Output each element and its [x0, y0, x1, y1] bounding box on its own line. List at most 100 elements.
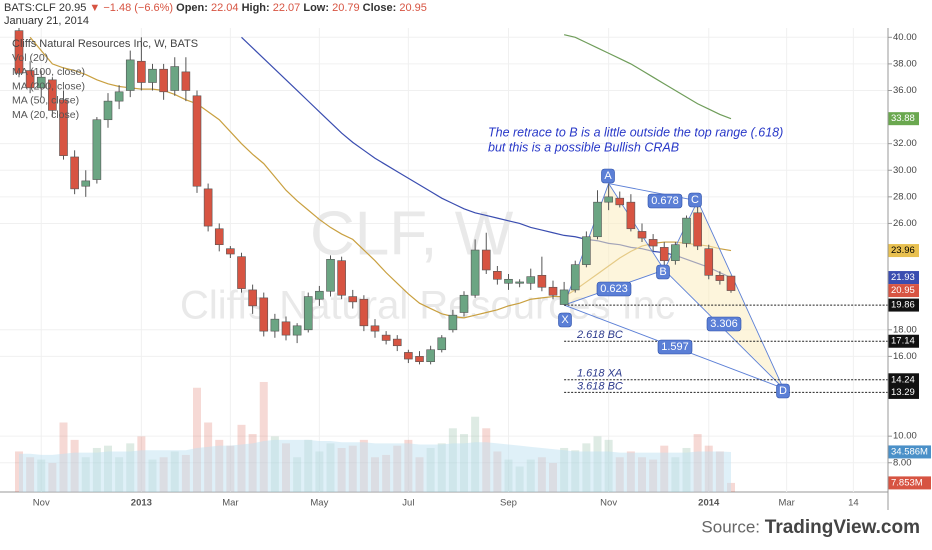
candle-body [248, 289, 257, 307]
candle-body [715, 274, 725, 281]
low-label: Low: [303, 2, 329, 14]
price-label-box [888, 476, 931, 490]
candle-body [81, 180, 91, 187]
header-date: January 21, 2014 [4, 15, 89, 27]
candle-body [326, 259, 335, 292]
y-tick-label: 10.00 [893, 431, 917, 442]
candle-body [303, 296, 313, 331]
pattern-ratio-box [657, 339, 693, 355]
pattern-ratio: 3.306 [706, 316, 742, 332]
candle-body [114, 91, 124, 102]
candle-body [493, 271, 502, 280]
candle-body [437, 337, 447, 351]
x-tick-label: Jul [402, 498, 414, 509]
level-label: 3.618 BC [577, 380, 623, 392]
candle-body [181, 71, 191, 91]
price-label-text: 7.853M [891, 477, 923, 488]
price-label-box [888, 244, 919, 258]
candle-body [381, 334, 391, 341]
change: ▼ −1.48 (−6.6%) [89, 2, 173, 14]
y-tick-label: 40.00 [893, 32, 917, 43]
price-label: 20.95 [888, 284, 919, 298]
candle-body [392, 338, 402, 347]
candle-body [615, 197, 625, 206]
candle-body [270, 318, 280, 332]
candle-body [359, 298, 369, 327]
candle-body [637, 231, 647, 239]
legend-entry: MA (50, close) [12, 95, 79, 107]
pattern-point-text: B [659, 266, 666, 278]
pattern-ratio-box [596, 281, 632, 297]
candle-body [582, 236, 591, 265]
pattern-point-box [776, 383, 790, 399]
candle-body [682, 217, 691, 244]
low-value: 20.79 [332, 2, 360, 14]
candle-body [671, 244, 680, 261]
candle-body [203, 188, 213, 227]
legend-entry: MA (200, close) [12, 80, 85, 92]
candle-body [59, 99, 68, 156]
price-label-box [888, 373, 919, 387]
candle-body [214, 228, 224, 246]
candle-body [659, 247, 669, 261]
last-price: 20.95 [59, 2, 87, 14]
pattern-point: X [558, 312, 572, 328]
price-label: 17.14 [888, 334, 919, 348]
price-label: 23.96 [888, 244, 919, 258]
candle-body [404, 352, 413, 360]
price-label-box [888, 112, 919, 126]
price-label: 21.93 [888, 271, 919, 285]
chart-title: Cliffs Natural Resources Inc, W, BATS [12, 38, 198, 50]
candle-body [226, 248, 235, 255]
candle-body [259, 297, 269, 332]
y-tick-label: 36.00 [893, 85, 917, 96]
candle-body [315, 290, 324, 300]
price-label-text: 19.86 [891, 300, 915, 311]
price-label-box [888, 334, 919, 348]
candle-body [548, 286, 558, 296]
candle-body [726, 275, 736, 291]
price-label-box [888, 284, 919, 298]
pattern-ratio-text: 1.597 [661, 341, 689, 353]
level-label: 1.618 XA [577, 368, 622, 380]
volume-bar [193, 387, 201, 492]
x-tick-label: May [310, 498, 328, 509]
pattern-ratio-box [647, 193, 683, 209]
candle-body [537, 274, 547, 288]
price-label-text: 17.14 [891, 336, 915, 347]
candle-body [137, 60, 146, 83]
close-value: 20.95 [399, 2, 427, 14]
pattern-point-box [688, 192, 702, 208]
candle-body [25, 70, 35, 89]
x-tick-label: 2014 [698, 498, 720, 509]
candle-body [570, 264, 580, 291]
y-tick-label: 30.00 [893, 165, 917, 176]
y-tick-label: 26.00 [893, 218, 917, 229]
candle-body [170, 66, 180, 91]
candle-body [103, 100, 113, 121]
pattern-point-text: C [691, 194, 699, 206]
candle-body [526, 276, 536, 284]
price-label: 34.586M [888, 445, 931, 459]
pattern-ratio: 1.597 [657, 339, 693, 355]
candle-body [648, 239, 658, 247]
pattern-ratio: 0.623 [596, 281, 632, 297]
pattern-point-box [656, 264, 670, 280]
candle-body [415, 356, 424, 363]
candle-body [148, 68, 157, 83]
candle-body [125, 59, 135, 91]
candle-body [337, 260, 346, 296]
pattern-ratio: 0.678 [647, 193, 683, 209]
source-site: TradingView.com [765, 517, 920, 538]
x-tick-label: 2013 [131, 498, 152, 509]
price-label: 14.24 [888, 373, 919, 387]
price-label-text: 23.96 [891, 245, 915, 256]
pattern-point-box [601, 168, 615, 184]
watermark: CLF, W [310, 199, 514, 268]
pattern-line [608, 183, 698, 202]
pattern-ratio-text: 0.678 [651, 195, 679, 207]
pattern-line [663, 200, 699, 271]
candle-body [426, 349, 435, 363]
